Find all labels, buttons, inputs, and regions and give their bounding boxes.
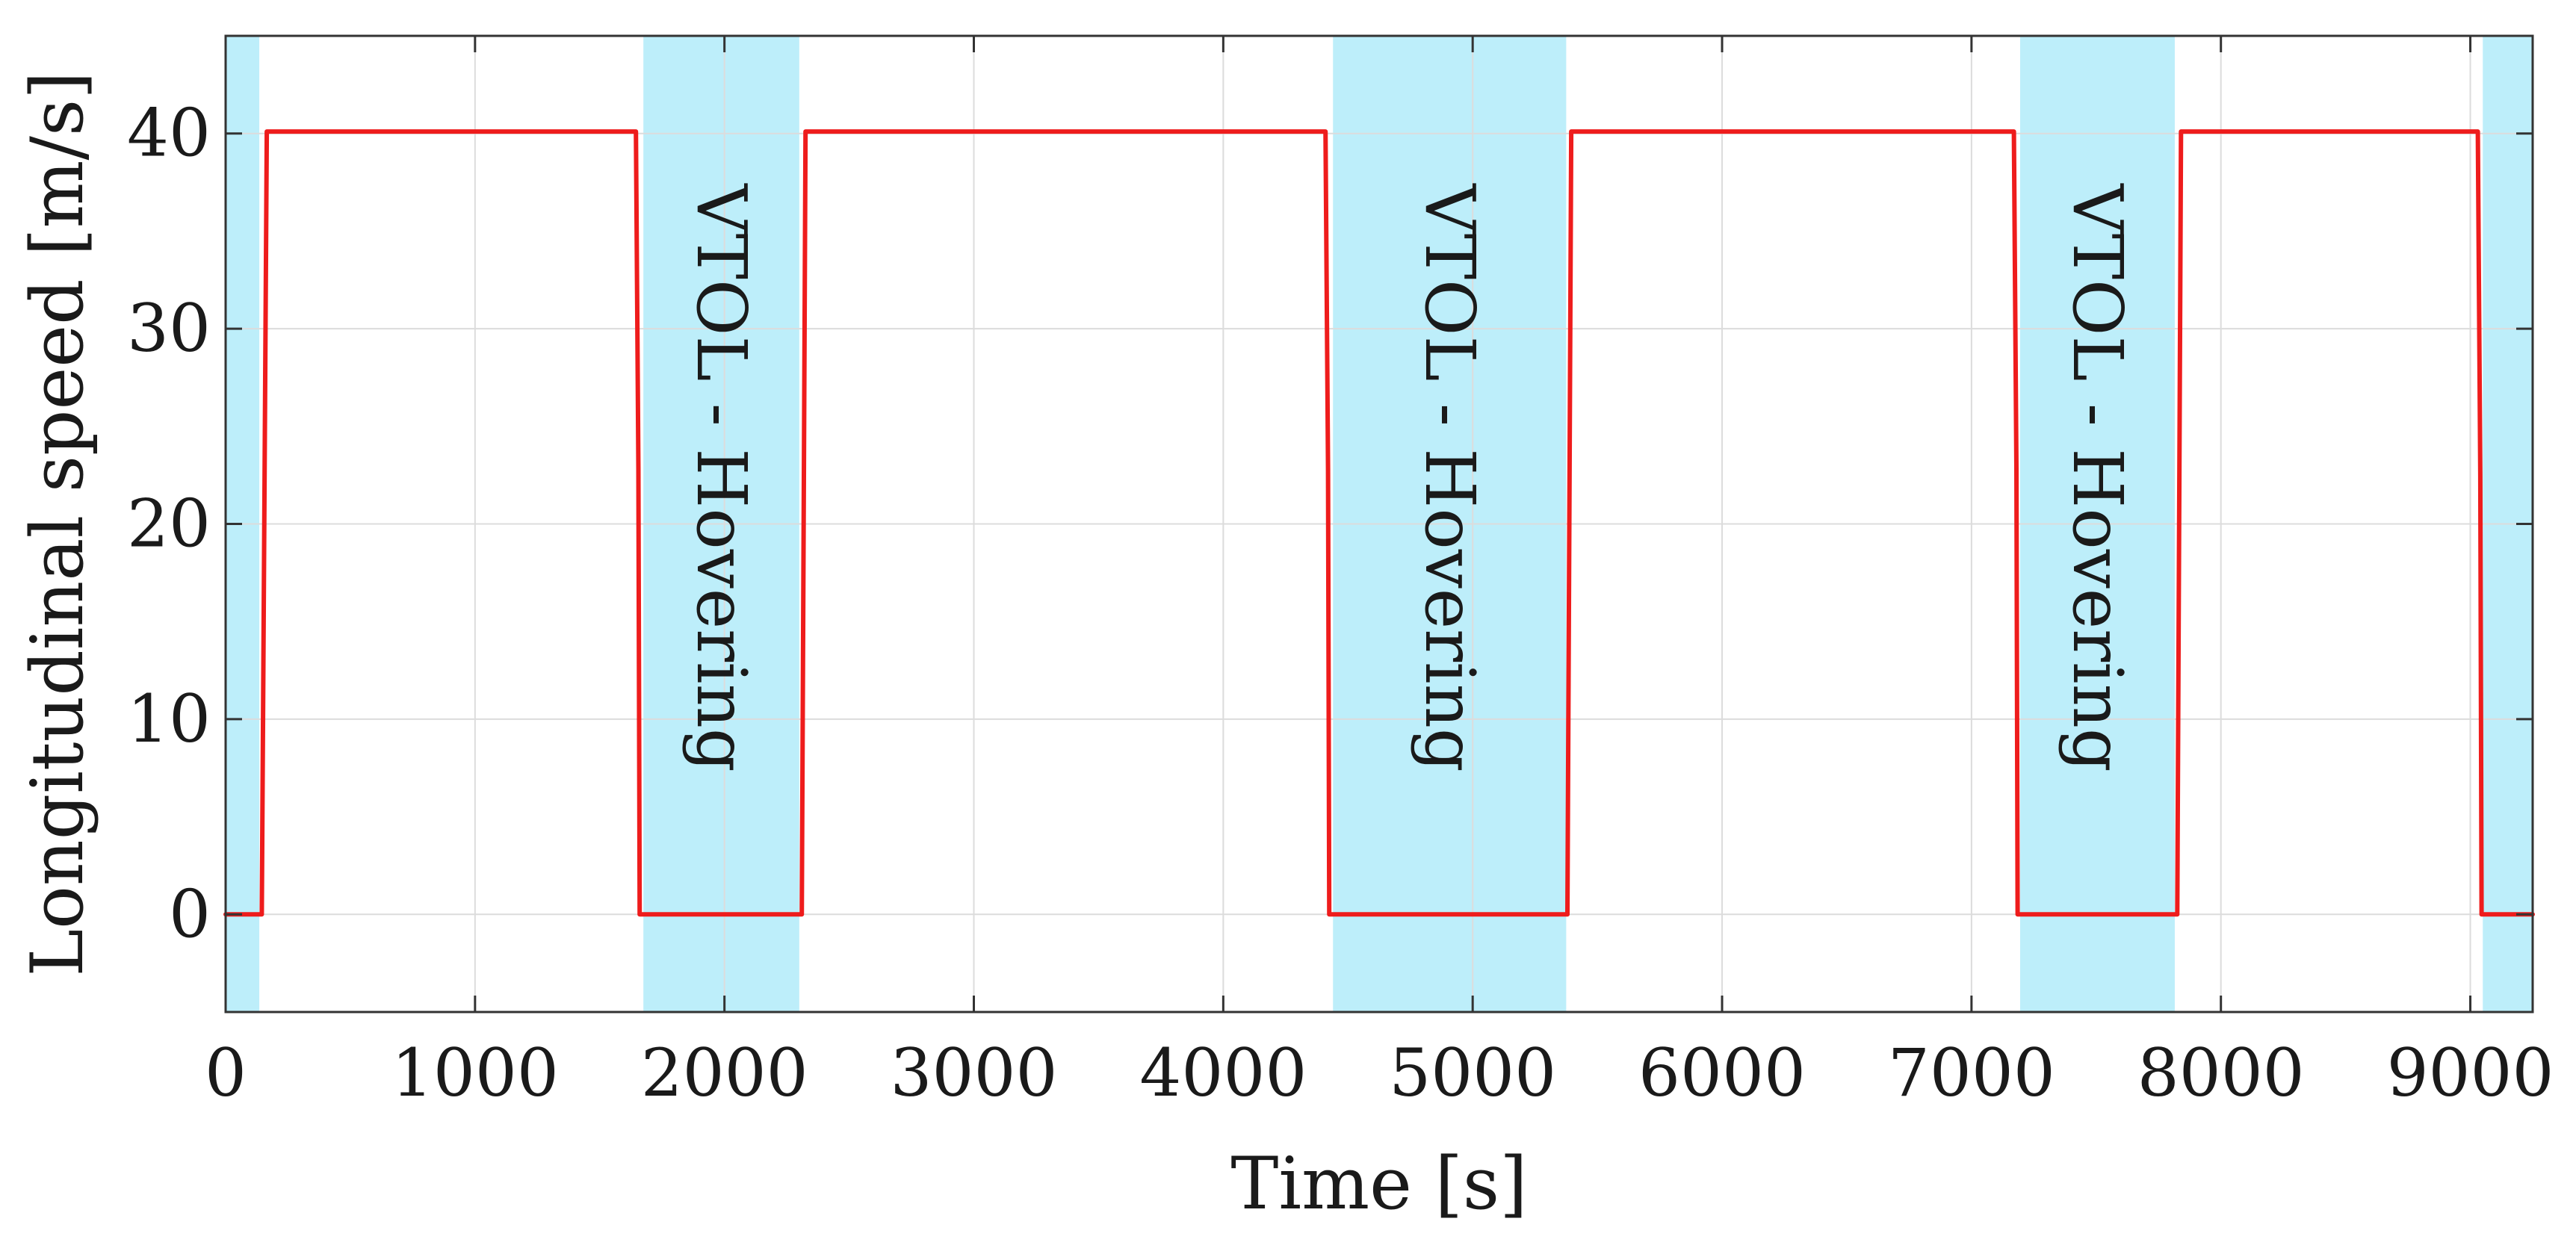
x-axis-label: Time [s] <box>1230 1142 1527 1226</box>
x-tick-label: 0 <box>205 1034 247 1111</box>
band-label-3: VTOL - Hovering <box>2058 183 2137 772</box>
x-tick-label: 3000 <box>891 1034 1058 1111</box>
x-tick-label: 6000 <box>1638 1034 1806 1111</box>
speed-series-line-0 <box>223 129 2535 917</box>
x-tick-label: 9000 <box>2387 1034 2554 1111</box>
y-tick-label: 0 <box>169 875 211 952</box>
x-tick-label: 8000 <box>2137 1034 2305 1111</box>
x-tick-label: 5000 <box>1389 1034 1556 1111</box>
x-tick-label: 2000 <box>641 1034 808 1111</box>
y-tick-label: 40 <box>127 95 211 172</box>
x-tick-label: 4000 <box>1139 1034 1307 1111</box>
axis-ticks: 0 1000 2000 3000 4000 5000 6000 7000 8000 9000 0 10… <box>127 36 2554 1111</box>
grid-lines <box>225 36 2533 1012</box>
band-label-2: VTOL - Hovering <box>1410 183 1490 772</box>
x-tick-label: 7000 <box>1888 1034 2055 1111</box>
band-label-1: VTOL - Hovering <box>681 183 761 772</box>
y-tick-label: 30 <box>127 290 211 367</box>
band-labels: VTOL - Hovering VTOL - Hovering VTOL - Hov… <box>681 183 2137 772</box>
y-tick-label: 20 <box>127 485 211 562</box>
series-layer <box>223 129 2535 917</box>
y-tick-label: 10 <box>127 680 211 757</box>
y-axis-label: Longitudinal speed [m/s] <box>16 71 99 976</box>
x-tick-label: 1000 <box>391 1034 559 1111</box>
